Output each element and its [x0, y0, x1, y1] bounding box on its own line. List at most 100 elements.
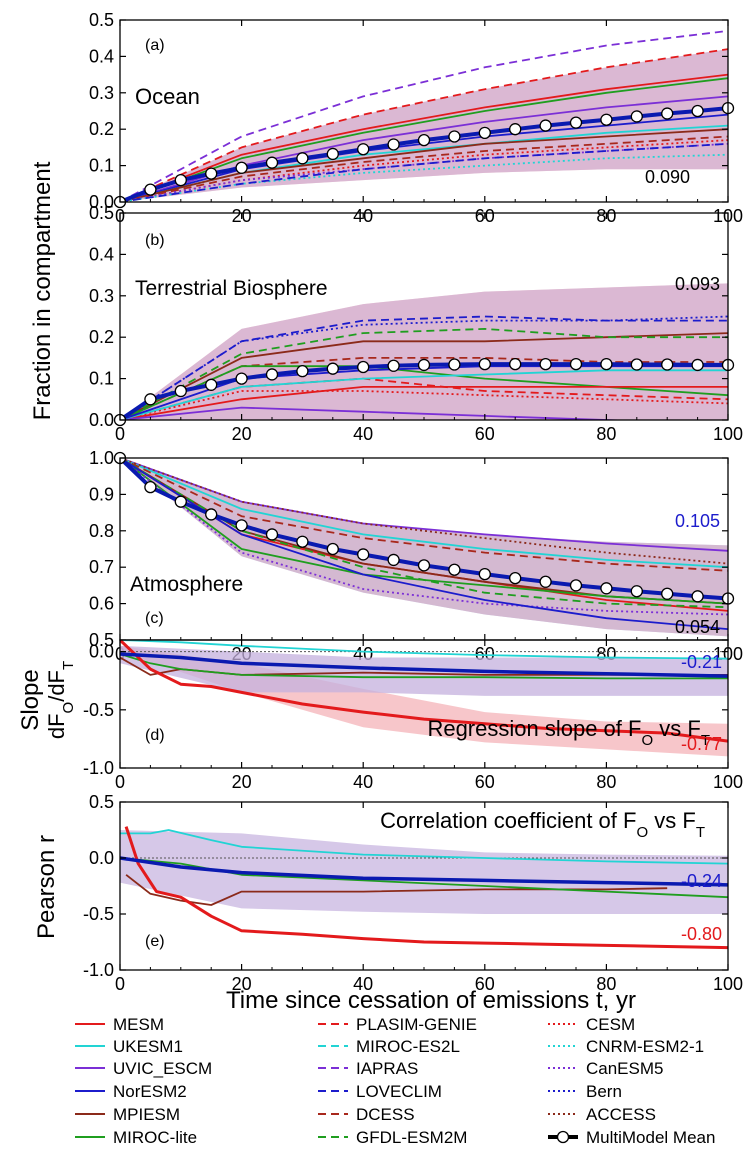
mean-marker — [569, 357, 583, 371]
spread-band-inner — [120, 283, 728, 420]
series-multimodel-mean — [120, 652, 728, 678]
panel-title: Regression slope of FO vs FT — [427, 716, 710, 749]
legend-item-canesm5: CanESM5 — [548, 1059, 663, 1078]
mean-marker — [205, 508, 218, 521]
x-tick-label: 40 — [353, 772, 373, 792]
legend-label: UKESM1 — [113, 1037, 183, 1056]
y-tick-label: 0.0 — [89, 848, 114, 868]
mean-marker — [296, 364, 309, 378]
mean-marker — [539, 357, 552, 371]
slope-label-line1: Slope — [17, 669, 44, 730]
legend-label: PLASIM-GENIE — [356, 1015, 477, 1034]
mean-marker — [174, 384, 187, 398]
plot-area — [120, 826, 728, 950]
mean-marker — [387, 553, 400, 567]
panel-e: 0 20 40 60 80 100 0.5 0.0 -0.5 -1.0 (e) Correlation… — [83, 792, 743, 994]
spread-annotation: 0.093 — [675, 274, 720, 294]
mean-marker — [478, 567, 491, 581]
mean-marker — [539, 119, 552, 132]
legend-item-miroc-es2l: MIROC-ES2L — [318, 1037, 460, 1056]
series-uvic-escm — [120, 406, 634, 420]
y-tick-label: 0.3 — [89, 286, 114, 306]
legend-item-access: ACCESS — [548, 1105, 656, 1124]
legend-item-bern: Bern — [548, 1082, 622, 1101]
mean-marker — [691, 590, 704, 603]
x-tick-label: 80 — [596, 424, 616, 444]
mean-marker — [600, 357, 613, 371]
series-mesm — [124, 826, 728, 950]
series-cnrm-esm2-1 — [120, 153, 728, 202]
x-tick-label: 100 — [713, 974, 743, 994]
x-tick-label: 60 — [475, 424, 495, 444]
mean-marker — [144, 480, 157, 494]
series-bern — [120, 315, 728, 420]
series-ukesm1 — [120, 640, 728, 660]
panel-letter: (b) — [145, 232, 165, 249]
mean-marker — [417, 358, 431, 372]
series-mesm — [120, 640, 728, 743]
panel-title: Correlation coefficient of FO vs FT — [380, 808, 705, 841]
mean-marker — [296, 152, 309, 165]
mean-marker — [357, 548, 370, 561]
mean-marker — [326, 542, 339, 556]
mean-marker — [509, 357, 522, 371]
y-tick-label: 0.1 — [89, 156, 114, 176]
mean-marker — [417, 559, 431, 572]
spread-annotation: -0.77 — [681, 734, 722, 754]
legend-item-mpiesm: MPIESM — [75, 1105, 180, 1124]
legend-label: UVIC_ESCM — [113, 1059, 212, 1078]
spread-annotation: -0.21 — [681, 652, 722, 672]
mean-marker — [235, 372, 248, 385]
mean-marker — [387, 138, 400, 151]
legend-label: IAPRAS — [356, 1059, 418, 1078]
spread-annotation: 0.054 — [675, 617, 720, 637]
mean-marker — [448, 358, 461, 371]
y-tick-label: -1.0 — [83, 960, 114, 980]
mean-marker — [326, 147, 339, 161]
mean-marker — [174, 495, 187, 508]
plot-area — [120, 283, 728, 420]
mean-marker — [448, 563, 461, 576]
mean-marker — [509, 571, 522, 585]
y-tick-label: 0.1 — [89, 369, 114, 389]
panel-letter: (c) — [145, 610, 164, 627]
mean-marker — [661, 107, 674, 120]
series-multimodel-mean — [120, 856, 728, 887]
spread-annotation: 0.090 — [645, 167, 690, 187]
series-iapras — [120, 30, 728, 202]
spread-band — [120, 830, 728, 914]
y-tick-label: -1.0 — [83, 758, 114, 778]
mean-marker — [265, 528, 279, 541]
x-tick-label: 0 — [115, 424, 125, 444]
panels: 0 20 40 60 80 100 0.0 0.1 0.2 0.3 0.4 0.5 (a) Ocean 0.… — [83, 10, 743, 994]
x-axis-label: Time since cessation of emissions t, yr — [226, 987, 636, 1014]
panel-title: Terrestrial Biosphere — [135, 277, 328, 300]
mean-marker — [661, 358, 674, 371]
mean-marker — [630, 585, 643, 598]
mean-marker — [448, 130, 461, 143]
legend-item-cnrm-esm2-1: CNRM-ESM2-1 — [548, 1037, 704, 1056]
y-tick-label: 0.4 — [89, 46, 114, 66]
series-cesm — [120, 139, 728, 202]
legend-item-gfdl-esm2m: GFDL-ESM2M — [318, 1128, 467, 1147]
panel-c: 0204060801000.50.60.70.80.91.0(c)Atmosph… — [89, 448, 743, 664]
series-noresm2 — [120, 458, 728, 630]
legend-label: DCESS — [356, 1105, 415, 1124]
mean-marker — [265, 156, 279, 169]
mean-marker — [235, 161, 248, 174]
series-ukesm1 — [120, 369, 728, 420]
y-tick-label: -0.5 — [83, 700, 114, 720]
x-tick-label: 100 — [713, 424, 743, 444]
series-mpiesm — [120, 128, 728, 202]
y-tick-label: 0.2 — [89, 119, 114, 139]
mean-marker — [357, 360, 370, 374]
y-tick-label: 0.7 — [89, 557, 114, 577]
spread-annotation: -0.24 — [681, 871, 722, 891]
mean-marker — [630, 110, 643, 123]
y-tick-label: 0.0 — [89, 192, 114, 212]
legend: MESM UKESM1 UVIC_ESCM NorESM2 MPIESM MIROC-li… — [75, 1015, 715, 1147]
y-axis-label-slope-ratio: dFO/dFT — [44, 661, 77, 739]
series-miroc-lite — [120, 857, 728, 899]
y-tick-label: 0.4 — [89, 244, 114, 264]
